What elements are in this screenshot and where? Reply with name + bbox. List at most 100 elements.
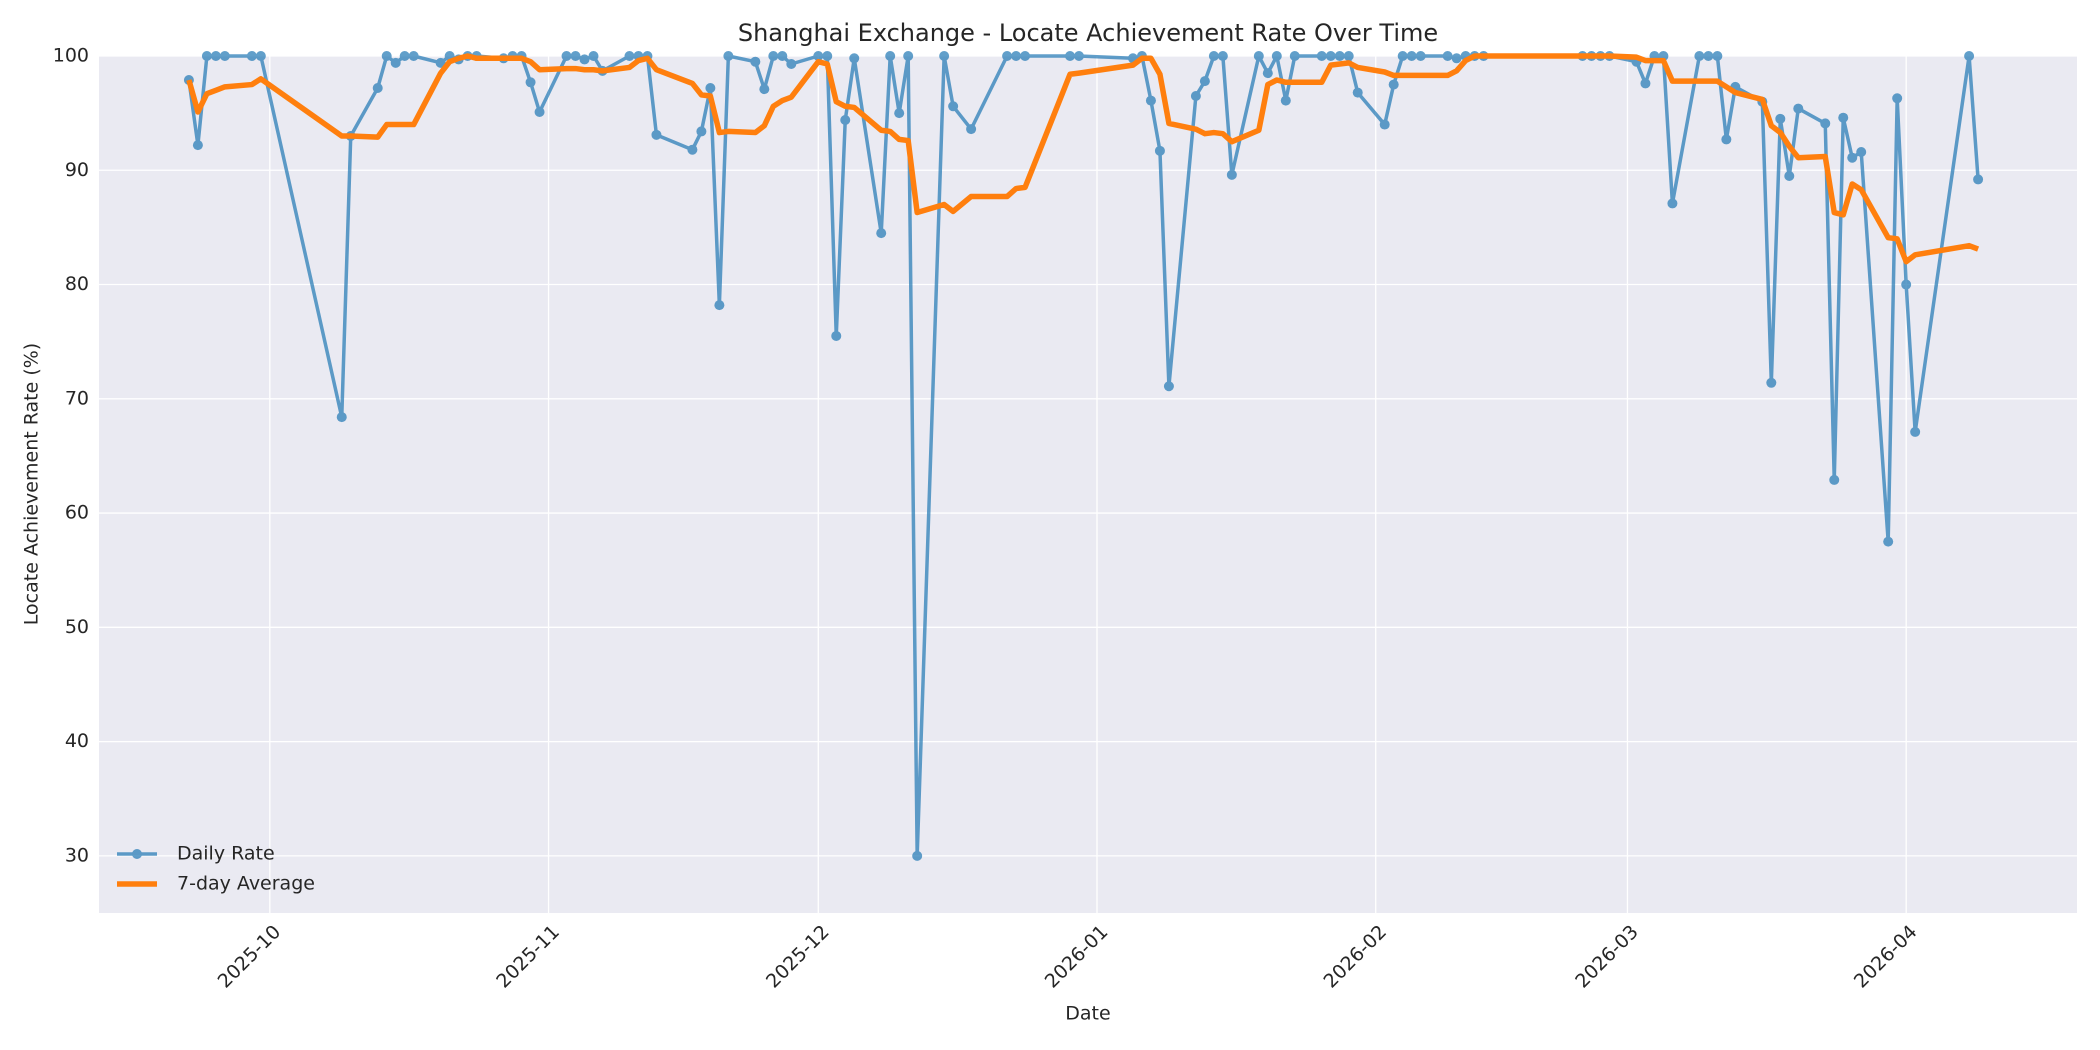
point xyxy=(408,51,419,61)
point xyxy=(1703,51,1714,61)
point xyxy=(1721,134,1732,145)
point xyxy=(903,51,914,61)
x-tick-label: 2025-10 xyxy=(214,921,286,993)
point xyxy=(768,51,779,61)
point xyxy=(1280,95,1291,106)
point xyxy=(1154,145,1165,156)
point xyxy=(1325,51,1336,61)
point xyxy=(561,51,572,61)
point xyxy=(192,140,203,151)
y-tick-label: 60 xyxy=(65,502,89,524)
point xyxy=(912,850,923,861)
point xyxy=(1388,79,1399,90)
point xyxy=(1002,51,1013,61)
point xyxy=(588,51,599,61)
point xyxy=(1712,51,1723,61)
point xyxy=(966,124,977,135)
point xyxy=(1208,51,1219,61)
point xyxy=(1065,51,1076,61)
point xyxy=(1262,68,1273,79)
point xyxy=(813,51,824,61)
legend-label: 7-day Average xyxy=(177,873,315,895)
point xyxy=(1784,170,1795,181)
point xyxy=(777,51,788,61)
point xyxy=(1856,146,1867,157)
point xyxy=(759,84,770,95)
point xyxy=(939,51,950,61)
point xyxy=(1316,51,1327,61)
point xyxy=(1334,51,1345,61)
point xyxy=(840,114,851,125)
point xyxy=(1829,474,1840,485)
series xyxy=(186,53,1980,265)
point xyxy=(1964,51,1975,61)
point xyxy=(1397,51,1408,61)
y-tick-label: 70 xyxy=(65,387,89,409)
x-tick-label: 2026-03 xyxy=(1571,921,1643,993)
point xyxy=(1775,113,1786,124)
point xyxy=(876,228,887,239)
point xyxy=(1199,76,1210,87)
point xyxy=(435,57,446,68)
point xyxy=(1901,279,1912,290)
point xyxy=(1352,87,1363,98)
legend-entry xyxy=(117,849,157,859)
point xyxy=(201,51,212,61)
point xyxy=(849,53,860,64)
point xyxy=(1415,51,1426,61)
point xyxy=(1838,112,1849,123)
y-tick-label: 50 xyxy=(65,616,89,638)
y-axis-label: Locate Achievement Rate (%) xyxy=(21,343,43,625)
x-axis-label: Date xyxy=(1065,1003,1110,1025)
y-tick-label: 30 xyxy=(65,844,89,866)
point xyxy=(1973,174,1984,185)
point xyxy=(1343,51,1354,61)
point xyxy=(948,101,959,112)
y-tick-label: 80 xyxy=(65,273,89,295)
point xyxy=(1442,51,1453,61)
point xyxy=(579,54,590,65)
point xyxy=(1910,426,1921,437)
point xyxy=(1694,51,1705,61)
point xyxy=(651,129,662,140)
point xyxy=(1011,51,1022,61)
point xyxy=(246,51,257,61)
point xyxy=(399,51,410,61)
point xyxy=(570,51,581,61)
y-tick-label: 90 xyxy=(65,159,89,181)
point xyxy=(534,106,545,117)
point xyxy=(723,51,734,61)
point xyxy=(1271,51,1282,61)
point xyxy=(1190,90,1201,101)
plot-background xyxy=(99,56,2077,913)
point xyxy=(687,144,698,155)
point xyxy=(1847,152,1858,163)
point xyxy=(1074,51,1085,61)
point xyxy=(831,330,842,341)
point xyxy=(219,51,230,61)
y-tick-label: 40 xyxy=(65,730,89,752)
point xyxy=(390,57,401,68)
point xyxy=(894,108,905,119)
point xyxy=(1820,118,1831,129)
point xyxy=(1145,95,1156,106)
point xyxy=(1766,377,1777,388)
x-tick-label: 2026-02 xyxy=(1319,921,1391,993)
point xyxy=(1379,119,1390,130)
x-tick-label: 2026-04 xyxy=(1850,921,1922,993)
point xyxy=(1667,198,1678,209)
x-tick-label: 2026-01 xyxy=(1041,921,1113,993)
point xyxy=(1226,169,1237,180)
point xyxy=(381,51,392,61)
point xyxy=(1406,51,1417,61)
point xyxy=(624,51,635,61)
chart-title: Shanghai Exchange - Locate Achievement R… xyxy=(738,19,1438,47)
point xyxy=(1640,78,1651,89)
point xyxy=(786,58,797,69)
x-tick-label: 2025-12 xyxy=(762,921,834,993)
point xyxy=(1253,51,1264,61)
point xyxy=(705,82,716,93)
point xyxy=(750,56,761,67)
point xyxy=(1163,381,1174,392)
